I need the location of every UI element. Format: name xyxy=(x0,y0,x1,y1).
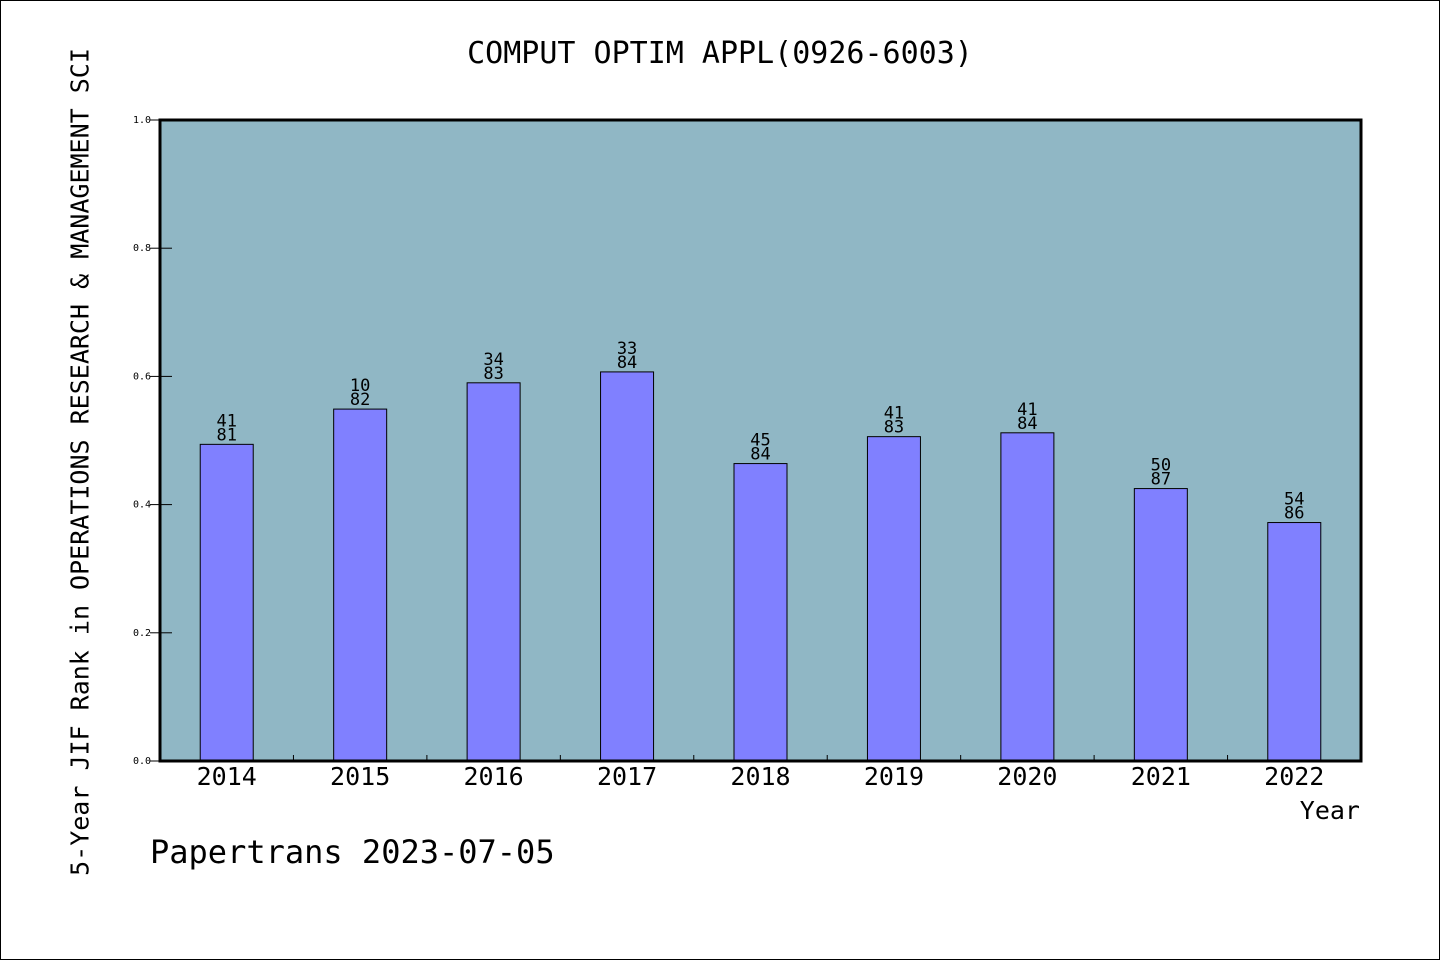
bar-label-total: 86 xyxy=(1284,504,1304,524)
bar-2021 xyxy=(1133,488,1188,762)
y-tick-label: 0.0 xyxy=(133,756,151,767)
y-tick-label: 0.2 xyxy=(133,628,151,639)
bar-label-total: 84 xyxy=(750,445,770,465)
bar-2016 xyxy=(466,382,521,762)
x-tick-label: 2017 xyxy=(597,762,657,791)
y-tick-label: 1.0 xyxy=(133,115,151,126)
x-tick-label: 2018 xyxy=(730,762,790,791)
bar-label-total: 83 xyxy=(884,418,904,438)
bar-label-rank: 34 xyxy=(483,350,503,370)
bar-2022 xyxy=(1267,522,1322,762)
bar-label-total: 82 xyxy=(350,390,370,410)
y-tick-label: 0.8 xyxy=(133,243,151,254)
bar-label-rank: 10 xyxy=(350,376,370,396)
bar-label-rank: 41 xyxy=(884,404,904,424)
x-tick-label: 2020 xyxy=(997,762,1057,791)
x-tick-label: 2022 xyxy=(1264,762,1324,791)
bar-2017 xyxy=(600,371,655,762)
x-tick-label: 2016 xyxy=(464,762,524,791)
bar-label-total: 81 xyxy=(216,425,236,445)
bar-label-total: 84 xyxy=(1017,414,1037,434)
bar-label-rank: 54 xyxy=(1284,490,1304,510)
bar-label-total: 87 xyxy=(1151,470,1171,490)
x-tick-label: 2015 xyxy=(330,762,390,791)
x-axis-label: Year xyxy=(1299,796,1360,825)
bar-2019 xyxy=(866,436,921,762)
y-tick-label: 0.6 xyxy=(133,371,151,382)
x-tick-label: 2021 xyxy=(1131,762,1191,791)
bar-label-rank: 33 xyxy=(617,339,637,359)
bar-label-rank: 41 xyxy=(216,411,236,431)
bar-label-rank: 41 xyxy=(1017,400,1037,420)
x-tick-label: 2019 xyxy=(864,762,924,791)
plot-border xyxy=(158,118,1363,763)
bar-label-rank: 45 xyxy=(750,431,770,451)
bar-2018 xyxy=(733,463,788,762)
bar-label-total: 84 xyxy=(617,353,637,373)
bar-label-rank: 50 xyxy=(1151,456,1171,476)
bar-2015 xyxy=(333,408,388,762)
chart-title: COMPUT OPTIM APPL(0926-6003) xyxy=(467,36,973,71)
bar-2020 xyxy=(1000,432,1055,762)
x-tick-label: 2014 xyxy=(197,762,257,791)
footer-text: Papertrans 2023-07-05 xyxy=(150,833,555,871)
bar-label-total: 83 xyxy=(483,364,503,384)
bar-2014 xyxy=(199,443,254,762)
y-tick-label: 0.4 xyxy=(133,500,151,511)
